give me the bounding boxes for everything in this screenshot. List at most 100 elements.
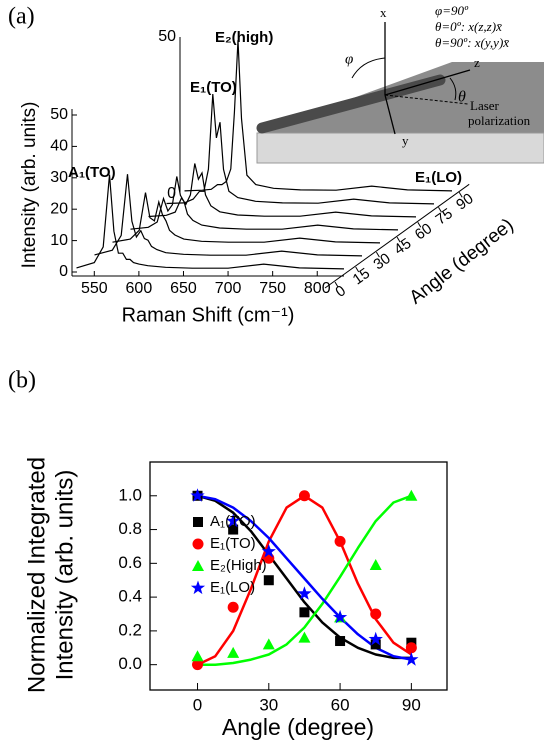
angle-tick: [375, 251, 380, 258]
angle-tick: [334, 281, 339, 288]
marker-circle: [334, 535, 346, 547]
legend-label: E₂(High): [210, 557, 267, 574]
y-tick-label: 30: [50, 169, 68, 186]
y-tick-label: 10: [50, 232, 68, 249]
y-tick-label: 20: [50, 200, 68, 217]
y-axis-arrow: [384, 94, 396, 135]
marker-star: [332, 609, 348, 624]
back-y-tick-label: 50: [158, 28, 176, 45]
x-axis-label: Angle (degree): [222, 714, 374, 740]
spectrum: [76, 174, 345, 270]
spectrum: [166, 93, 435, 205]
axis-y: y: [402, 133, 409, 148]
y-tick-label: 40: [50, 138, 68, 155]
laser: Laser: [470, 98, 500, 113]
panel-label: (b): [8, 368, 36, 394]
theta: θ: [458, 89, 466, 106]
angle-tick-label: 15: [350, 265, 373, 288]
angle-tick-label: 30: [370, 250, 393, 273]
phi: φ: [345, 51, 353, 67]
peak-label: E₂(high): [215, 29, 273, 46]
spectrum: [112, 192, 381, 244]
marker-star: [226, 513, 241, 528]
marker-star: [297, 586, 312, 600]
marker-square: [335, 636, 346, 647]
y-tick-label: 0.6: [118, 553, 142, 572]
marker-triangle: [262, 638, 275, 650]
marker-triangle: [191, 650, 204, 662]
x-axis-label: Raman Shift (cm⁻¹): [122, 304, 295, 326]
marker-triangle: [192, 560, 204, 571]
marker-star: [368, 631, 383, 646]
back-y-tick-label: 0: [167, 185, 176, 202]
spectrum: [94, 174, 363, 257]
theta-arc: [449, 77, 457, 101]
y-tick-label: 0.4: [118, 587, 142, 606]
angle-tick-label: 75: [432, 205, 455, 228]
angle-tick: [438, 206, 442, 213]
marker-triangle: [227, 646, 240, 658]
x-tick-label: 550: [81, 280, 108, 297]
marker-square: [370, 639, 381, 650]
marker-circle: [405, 642, 417, 654]
marker-circle: [370, 608, 382, 620]
marker-triangle: [369, 559, 382, 571]
legend-label: A₁(TO): [210, 513, 256, 530]
fit-curve: [197, 494, 412, 666]
peak-label: E₁(TO): [190, 79, 237, 96]
inset-diagram: x z y φ θ Laser polarization φ=90º θ=0º:…: [256, 3, 544, 164]
angle-tick: [396, 236, 401, 243]
peak-label: E₁(LO): [415, 169, 462, 186]
angle-tick: [355, 266, 360, 273]
x-tick-label: 600: [126, 280, 153, 297]
x-tick-label: 750: [259, 280, 286, 297]
marker-star: [404, 652, 419, 666]
fit-curve: [197, 494, 412, 660]
slab-front: [256, 132, 544, 164]
config: θ=90º: x(y,y)x̄: [435, 35, 510, 50]
config: φ=90º: [435, 3, 469, 18]
spectrum: [184, 40, 453, 192]
marker-star: [261, 544, 276, 558]
y-tick-label: 0.8: [118, 519, 142, 538]
marker-circle: [192, 538, 204, 550]
panel-label: (a): [8, 4, 35, 30]
marker-square: [263, 575, 274, 586]
config: θ=0º: x(z,z)x̄: [435, 19, 502, 34]
y-axis-label: Normalized Integrated: [23, 457, 50, 693]
marker-square: [193, 517, 203, 527]
y-tick-label: 0.2: [118, 620, 142, 639]
angle-tick-label: 90: [453, 190, 476, 213]
y-tick-label: 0: [59, 263, 68, 280]
x-tick-label: 800: [304, 280, 331, 297]
y-tick-label: 0.0: [118, 654, 142, 673]
phi-arc: [351, 57, 386, 79]
spectrum: [148, 163, 417, 218]
angle-tick: [417, 221, 422, 228]
x-tick-label: 650: [170, 280, 197, 297]
y-axis-label: Intensity (arb. units): [51, 470, 78, 681]
angle-tick-label: 0: [332, 282, 349, 301]
y-axis-label: Intensity (arb. units): [19, 102, 40, 269]
marker-star: [190, 580, 206, 595]
marker-circle: [192, 659, 204, 671]
x-tick-label: 30: [259, 695, 278, 714]
angle-tick: [458, 192, 463, 198]
marker-square: [228, 524, 239, 535]
laser-line: [384, 94, 469, 105]
z-axis-arrow: [384, 69, 471, 96]
x-tick-label: 0: [193, 695, 202, 714]
angle-tick-label: 60: [412, 220, 435, 243]
laser: polarization: [468, 113, 531, 128]
marker-circle: [298, 490, 310, 502]
angle-axis: [324, 183, 470, 289]
peak-label: A₁(TO): [68, 164, 116, 181]
marker-circle: [227, 601, 239, 613]
axis-z: z: [474, 55, 480, 70]
marker-star: [190, 488, 205, 502]
legend-label: E₁(TO): [210, 535, 256, 552]
angle-tick-label: 45: [391, 235, 414, 258]
marker-triangle: [405, 489, 418, 501]
marker-triangle: [298, 631, 311, 643]
